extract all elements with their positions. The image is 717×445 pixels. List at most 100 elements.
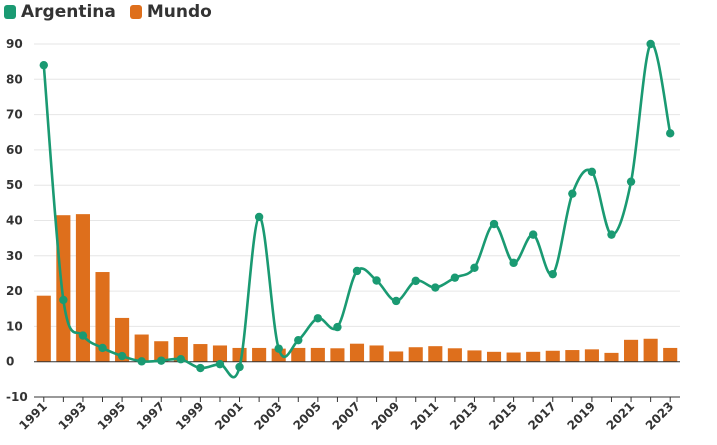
argentina-point[interactable] bbox=[274, 344, 283, 353]
x-axis bbox=[34, 361, 680, 398]
legend: Argentina Mundo bbox=[4, 2, 212, 22]
mundo-bar[interactable] bbox=[389, 351, 404, 362]
mundo-bar[interactable] bbox=[428, 346, 443, 362]
y-tick-label: 60 bbox=[6, 143, 23, 157]
mundo-bar[interactable] bbox=[173, 336, 188, 362]
mundo-bar[interactable] bbox=[291, 347, 306, 362]
y-tick-label: 0 bbox=[6, 355, 14, 369]
x-tick-label: 2023 bbox=[643, 399, 677, 433]
mundo-bar[interactable] bbox=[369, 345, 384, 362]
argentina-point[interactable] bbox=[59, 295, 68, 305]
y-tick-label: 40 bbox=[6, 214, 23, 228]
argentina-point[interactable] bbox=[98, 343, 107, 353]
mundo-bar[interactable] bbox=[232, 347, 247, 362]
mundo-bar[interactable] bbox=[75, 214, 90, 362]
argentina-point[interactable] bbox=[431, 283, 440, 292]
x-tick-label: 1995 bbox=[95, 399, 129, 433]
argentina-point[interactable] bbox=[176, 355, 186, 364]
argentina-point[interactable] bbox=[294, 335, 303, 345]
argentina-point[interactable] bbox=[548, 269, 557, 279]
argentina-point[interactable] bbox=[352, 266, 362, 276]
mundo-bar[interactable] bbox=[447, 348, 462, 362]
mundo-bar[interactable] bbox=[115, 317, 130, 362]
y-axis-ticks: -10 0 10 20 30 40 50 60 70 80 90 bbox=[6, 37, 28, 404]
argentina-point[interactable] bbox=[157, 356, 166, 365]
argentina-point[interactable] bbox=[137, 357, 146, 366]
argentina-point[interactable] bbox=[587, 167, 597, 176]
x-tick-label: 2015 bbox=[486, 399, 520, 433]
argentina-point[interactable] bbox=[568, 189, 577, 198]
argentina-point[interactable] bbox=[509, 258, 518, 268]
x-tick-label: 2009 bbox=[369, 399, 403, 433]
mundo-bar[interactable] bbox=[663, 347, 678, 362]
argentina-point[interactable] bbox=[450, 273, 460, 282]
mundo-bar[interactable] bbox=[584, 349, 599, 362]
mundo-bar[interactable] bbox=[330, 348, 345, 362]
mundo-bar[interactable] bbox=[134, 334, 149, 362]
argentina-point[interactable] bbox=[196, 363, 205, 373]
legend-item-mundo[interactable]: Mundo bbox=[129, 2, 212, 22]
x-tick-label: 2001 bbox=[212, 399, 246, 433]
mundo-bar[interactable] bbox=[349, 343, 365, 362]
mundo-bar[interactable] bbox=[252, 347, 267, 362]
legend-label-argentina: Argentina bbox=[21, 2, 116, 22]
legend-label-mundo: Mundo bbox=[146, 2, 212, 22]
mundo-bar[interactable] bbox=[565, 350, 580, 362]
mundo-bar[interactable] bbox=[526, 351, 541, 362]
mundo-bar[interactable] bbox=[310, 347, 325, 362]
y-tick-label: 50 bbox=[6, 178, 23, 192]
x-tick-label: 1999 bbox=[173, 399, 207, 433]
x-tick-label: 2005 bbox=[290, 399, 324, 433]
argentina-point[interactable] bbox=[372, 276, 381, 285]
argentina-point[interactable] bbox=[215, 359, 225, 369]
mundo-bar[interactable] bbox=[624, 339, 639, 362]
argentina-point[interactable] bbox=[333, 322, 342, 332]
argentina-point[interactable] bbox=[78, 331, 88, 340]
x-axis-ticks: 1991 1993 1995 1997 1999 2001 2003 2005 2007 2009… bbox=[16, 397, 676, 433]
mundo-bar[interactable] bbox=[545, 350, 560, 362]
mundo-bar[interactable] bbox=[193, 344, 208, 362]
mundo-bar[interactable] bbox=[36, 295, 51, 362]
argentina-point[interactable] bbox=[39, 60, 48, 70]
argentina-series-line bbox=[42, 42, 672, 379]
legend-item-argentina[interactable]: Argentina bbox=[4, 2, 116, 22]
mundo-bar[interactable] bbox=[56, 215, 71, 362]
argentina-point[interactable] bbox=[313, 314, 323, 323]
mundo-bar[interactable] bbox=[643, 338, 658, 362]
mundo-bar[interactable] bbox=[271, 348, 286, 362]
argentina-point[interactable] bbox=[607, 230, 616, 239]
argentina-point[interactable] bbox=[254, 212, 264, 222]
argentina-point[interactable] bbox=[626, 177, 636, 186]
mundo-bar[interactable] bbox=[154, 341, 169, 362]
argentina-point[interactable] bbox=[235, 362, 244, 372]
argentina-point[interactable] bbox=[470, 263, 479, 273]
mundo-bar[interactable] bbox=[506, 352, 521, 362]
mundo-bar[interactable] bbox=[95, 272, 110, 362]
argentina-point[interactable] bbox=[391, 296, 401, 306]
x-tick-label: 1997 bbox=[134, 399, 168, 433]
y-tick-label: 90 bbox=[6, 37, 23, 51]
x-tick-label: 2011 bbox=[408, 399, 442, 433]
argentina-point[interactable] bbox=[666, 129, 675, 138]
x-tick-label: 2007 bbox=[330, 399, 364, 433]
mundo-bar[interactable] bbox=[467, 350, 482, 362]
x-tick-label: 2013 bbox=[447, 399, 481, 433]
argentina-point[interactable] bbox=[117, 351, 127, 361]
argentina-point[interactable] bbox=[489, 219, 499, 229]
x-tick-label: 1993 bbox=[56, 399, 90, 433]
mundo-bar[interactable] bbox=[486, 351, 502, 362]
grid-layer bbox=[34, 43, 680, 398]
mundo-bar[interactable] bbox=[408, 347, 423, 362]
mundo-bar[interactable] bbox=[604, 352, 619, 362]
y-tick-label: 80 bbox=[6, 72, 23, 86]
argentina-point[interactable] bbox=[411, 276, 420, 286]
argentina-point[interactable] bbox=[528, 230, 538, 239]
x-tick-label: 2003 bbox=[251, 399, 285, 433]
argentina-point[interactable] bbox=[646, 39, 655, 49]
argentina-points bbox=[39, 39, 675, 373]
mundo-bar[interactable] bbox=[212, 345, 228, 362]
y-tick-label: 70 bbox=[6, 108, 23, 122]
x-tick-label: 2021 bbox=[604, 399, 638, 433]
